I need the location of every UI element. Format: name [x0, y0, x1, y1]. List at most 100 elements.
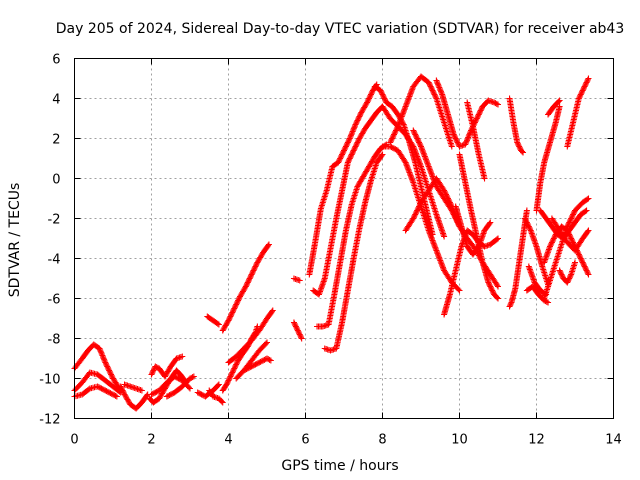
- series-track: [204, 313, 222, 328]
- data-point: [550, 236, 557, 243]
- data-point: [252, 361, 259, 368]
- data-point: [337, 154, 344, 161]
- data-point: [231, 304, 238, 311]
- data-point: [566, 274, 573, 281]
- y-tick-label: -4: [48, 253, 61, 268]
- data-point: [405, 168, 412, 175]
- data-point: [570, 239, 577, 246]
- data-point: [223, 381, 230, 388]
- data-point: [488, 286, 495, 293]
- y-tick-label: -8: [48, 333, 61, 348]
- data-point: [101, 356, 108, 363]
- data-point: [407, 90, 414, 97]
- data-point: [354, 139, 361, 146]
- data-point: [338, 152, 345, 159]
- data-point: [422, 154, 429, 161]
- data-point: [351, 146, 358, 153]
- data-point: [149, 370, 156, 377]
- data-point: [229, 368, 236, 375]
- data-point: [151, 390, 158, 397]
- data-point: [298, 335, 305, 342]
- data-point: [99, 352, 106, 359]
- data-point: [355, 136, 362, 143]
- series-track: [219, 241, 272, 334]
- data-point: [527, 226, 534, 233]
- data-point: [404, 97, 411, 104]
- data-point: [107, 370, 114, 377]
- data-point: [433, 247, 440, 254]
- data-point: [397, 116, 404, 123]
- data-point: [576, 94, 583, 101]
- data-point: [580, 84, 587, 91]
- series-track: [548, 215, 592, 254]
- data-point: [400, 109, 407, 116]
- data-point: [516, 143, 523, 150]
- data-point: [452, 134, 459, 141]
- data-point: [228, 372, 235, 379]
- data-point: [291, 320, 298, 327]
- data-point: [524, 220, 531, 227]
- data-point: [450, 211, 457, 218]
- data-point: [214, 320, 221, 327]
- data-point: [525, 223, 532, 230]
- data-point: [233, 360, 240, 367]
- data-point: [245, 278, 252, 285]
- data-point: [426, 230, 433, 237]
- data-point: [342, 143, 349, 150]
- data-point: [351, 144, 358, 151]
- data-point: [437, 87, 444, 94]
- data-point: [255, 360, 262, 367]
- data-point: [581, 263, 588, 270]
- data-point: [416, 203, 423, 210]
- data-point: [408, 175, 415, 182]
- data-point: [112, 392, 119, 399]
- series-track: [523, 283, 552, 306]
- data-point: [106, 367, 113, 374]
- data-point: [548, 239, 555, 246]
- data-point: [378, 88, 385, 95]
- data-point: [379, 91, 386, 98]
- y-tick-label: -2: [48, 213, 61, 228]
- x-tick-label: 0: [70, 433, 78, 448]
- data-point: [568, 236, 575, 243]
- data-point: [226, 316, 233, 323]
- data-point: [108, 371, 115, 378]
- data-point: [378, 90, 385, 97]
- data-point: [416, 160, 423, 167]
- data-point: [448, 143, 455, 150]
- data-point: [364, 98, 371, 105]
- data-point: [349, 128, 356, 135]
- data-point: [247, 364, 254, 371]
- data-point: [344, 140, 351, 147]
- data-point: [428, 84, 435, 91]
- data-point: [577, 92, 584, 99]
- data-point: [545, 299, 552, 306]
- data-point: [410, 127, 417, 134]
- data-point: [225, 317, 232, 324]
- data-point: [494, 294, 501, 301]
- data-point: [543, 298, 550, 305]
- data-point: [242, 284, 249, 291]
- data-point: [107, 390, 114, 397]
- data-point: [555, 98, 562, 105]
- data-point: [429, 173, 436, 180]
- data-point: [394, 124, 401, 131]
- data-point: [393, 126, 400, 133]
- data-point: [95, 384, 102, 391]
- series-track: [545, 97, 563, 118]
- y-tick-label: 6: [52, 53, 60, 68]
- data-point: [117, 383, 124, 390]
- data-point: [347, 134, 354, 141]
- data-point: [349, 150, 356, 157]
- data-point: [294, 326, 301, 333]
- data-point: [256, 359, 263, 366]
- data-point: [94, 383, 101, 390]
- data-point: [556, 103, 563, 110]
- data-point: [474, 114, 481, 121]
- data-point: [415, 157, 422, 164]
- data-point: [258, 358, 265, 365]
- data-point: [463, 138, 470, 145]
- data-point: [353, 142, 360, 149]
- series-track: [117, 383, 151, 412]
- data-point: [188, 374, 195, 381]
